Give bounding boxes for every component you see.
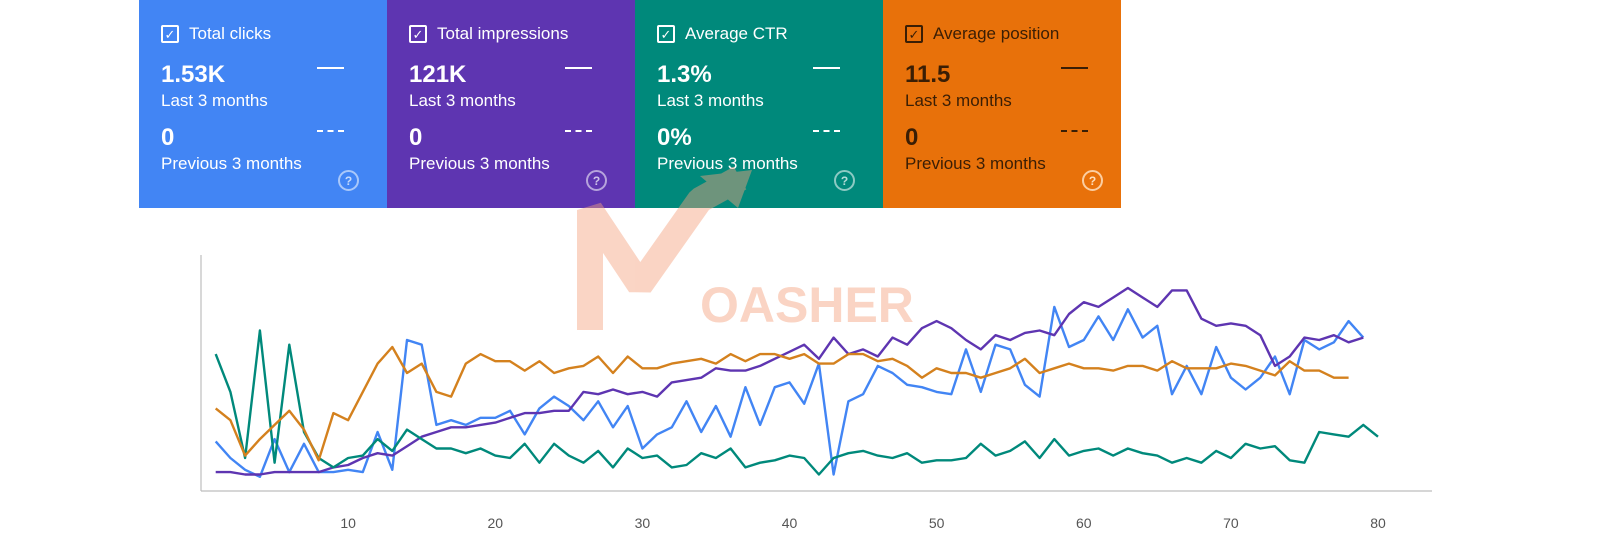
card-value: 11.5 bbox=[905, 61, 951, 88]
checkbox-checked-icon[interactable]: ✓ bbox=[905, 25, 923, 43]
metric-cards: ✓ Total clicks 1.53K Last 3 months 0 Pre… bbox=[139, 0, 1121, 208]
x-tick-label: 20 bbox=[487, 515, 503, 531]
card-period: Last 3 months bbox=[409, 91, 516, 110]
dashed-line-legend-icon bbox=[565, 130, 592, 132]
card-label: Total clicks bbox=[189, 24, 272, 43]
card-prev-value: 0 bbox=[905, 124, 919, 151]
card-value: 1.53K bbox=[161, 61, 226, 88]
card-label: Total impressions bbox=[437, 24, 569, 43]
x-tick-label: 40 bbox=[782, 515, 798, 531]
card-prev-value: 0 bbox=[409, 124, 423, 151]
watermark-logo: OASHER bbox=[577, 166, 914, 333]
x-tick-label: 60 bbox=[1076, 515, 1092, 531]
card-average-ctr[interactable]: ✓ Average CTR 1.3% Last 3 months 0% Prev… bbox=[635, 0, 883, 208]
x-tick-label: 30 bbox=[635, 515, 651, 531]
card-header[interactable]: ✓ Average position bbox=[905, 24, 1059, 44]
card-prev-period: Previous 3 months bbox=[409, 154, 550, 173]
card-header[interactable]: ✓ Total impressions bbox=[409, 24, 568, 44]
dashed-line-legend-icon bbox=[1061, 130, 1088, 132]
card-prev-period: Previous 3 months bbox=[161, 154, 302, 173]
card-prev-period: Previous 3 months bbox=[905, 154, 1046, 173]
x-tick-label: 50 bbox=[929, 515, 945, 531]
solid-line-legend-icon bbox=[565, 67, 592, 69]
help-circle-icon[interactable]: ? bbox=[338, 170, 359, 191]
card-value: 1.3% bbox=[657, 61, 712, 88]
checkbox-checked-icon[interactable]: ✓ bbox=[161, 25, 179, 43]
series-line-average-position bbox=[214, 345, 1349, 462]
series-layer bbox=[214, 286, 1379, 478]
card-total-impressions[interactable]: ✓ Total impressions 121K Last 3 months 0… bbox=[387, 0, 635, 208]
dashed-line-legend-icon bbox=[813, 130, 840, 132]
card-period: Last 3 months bbox=[161, 91, 268, 110]
card-prev-value: 0 bbox=[161, 124, 175, 151]
watermark-text: OASHER bbox=[700, 277, 914, 333]
card-label: Average CTR bbox=[685, 24, 788, 43]
card-header[interactable]: ✓ Average CTR bbox=[657, 24, 788, 44]
series-line-total-impressions bbox=[215, 286, 1364, 476]
card-prev-period: Previous 3 months bbox=[657, 154, 798, 173]
card-prev-value: 0% bbox=[657, 124, 692, 151]
x-tick-label: 80 bbox=[1370, 515, 1386, 531]
solid-line-legend-icon bbox=[813, 67, 840, 69]
watermark-arrowhead-icon bbox=[700, 170, 752, 208]
card-value: 121K bbox=[409, 61, 467, 88]
x-axis-ticks: 10 20 30 40 50 60 70 80 bbox=[340, 515, 1386, 531]
card-average-position[interactable]: ✓ Average position 11.5 Last 3 months 0 … bbox=[883, 0, 1121, 208]
card-total-clicks[interactable]: ✓ Total clicks 1.53K Last 3 months 0 Pre… bbox=[139, 0, 387, 208]
solid-line-legend-icon bbox=[1061, 67, 1088, 69]
card-period: Last 3 months bbox=[657, 91, 764, 110]
checkbox-checked-icon[interactable]: ✓ bbox=[409, 25, 427, 43]
help-circle-icon[interactable]: ? bbox=[1082, 170, 1103, 191]
solid-line-legend-icon bbox=[317, 67, 344, 69]
series-line-total-clicks bbox=[214, 305, 1365, 478]
x-tick-label: 10 bbox=[340, 515, 356, 531]
checkbox-checked-icon[interactable]: ✓ bbox=[657, 25, 675, 43]
help-circle-icon[interactable]: ? bbox=[586, 170, 607, 191]
card-period: Last 3 months bbox=[905, 91, 1012, 110]
help-circle-icon[interactable]: ? bbox=[834, 170, 855, 191]
watermark-arrow-icon bbox=[577, 166, 747, 330]
card-header[interactable]: ✓ Total clicks bbox=[161, 24, 271, 44]
series-line-average-ctr bbox=[214, 329, 1379, 476]
card-label: Average position bbox=[933, 24, 1060, 43]
x-tick-label: 70 bbox=[1223, 515, 1239, 531]
dashed-line-legend-icon bbox=[317, 130, 344, 132]
